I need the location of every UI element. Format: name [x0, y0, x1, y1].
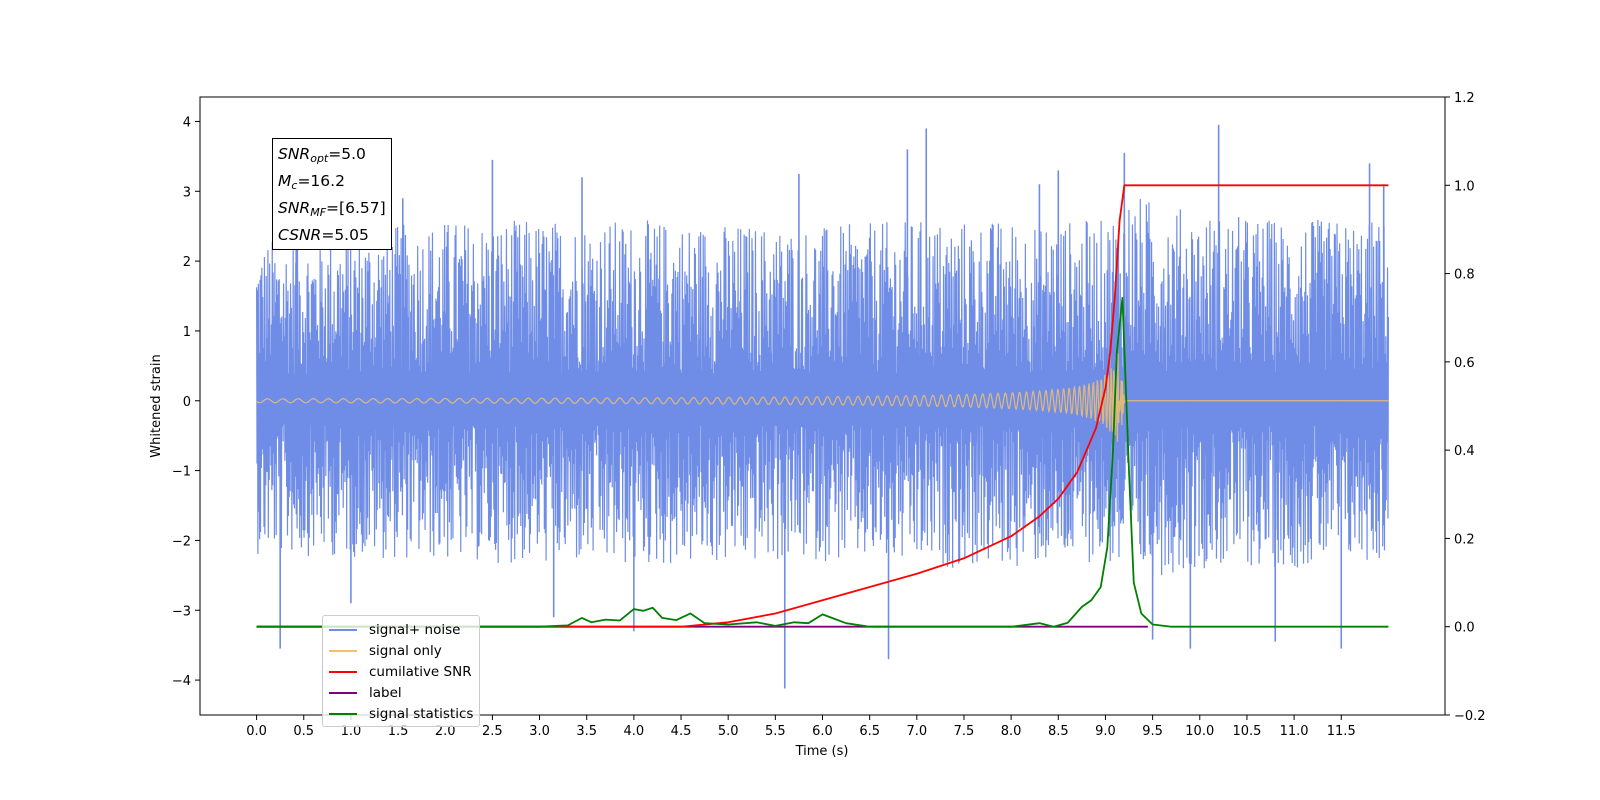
- x-tick-label: 1.5: [388, 724, 409, 739]
- legend-entry-label: label: [329, 682, 473, 703]
- annotation-chirp-mass: Mc=16.2: [278, 172, 345, 192]
- y-right-tick-label: 0.4: [1454, 444, 1475, 459]
- y-left-tick-label: −2: [172, 534, 191, 549]
- plot-area: [255, 124, 1390, 689]
- x-tick-label: 2.0: [435, 724, 456, 739]
- y-right-tick-label: 0.6: [1454, 356, 1475, 371]
- y-right-tick-label: −0.2: [1454, 709, 1486, 724]
- x-tick-label: 3.5: [576, 724, 597, 739]
- legend-entry-cumulative-snr: cumilative SNR: [329, 661, 473, 682]
- legend-label: signal statistics: [369, 705, 474, 722]
- y-right-tick-label: 1.0: [1454, 179, 1475, 194]
- x-tick-label: 6.5: [859, 724, 880, 739]
- axes: 0.0 0.5 1.0 1.5 2.0 2.5 3.0 3.5 4.0 4.5 5.0 5.5 6.0 6…: [172, 91, 1486, 739]
- legend-entry-signal-statistics: signal statistics: [329, 703, 473, 724]
- y-left-tick-label: −4: [172, 674, 191, 689]
- legend: signal+ noise signal only cumilative SNR…: [322, 615, 481, 727]
- x-tick-label: 7.5: [954, 724, 975, 739]
- y-left-tick-label: 0: [183, 395, 191, 410]
- legend-label: label: [369, 684, 402, 701]
- annotation-snr-mf: SNRMF=[6.57]: [278, 199, 386, 219]
- x-tick-label: 4.5: [671, 724, 692, 739]
- x-tick-label: 0.5: [293, 724, 314, 739]
- x-tick-label: 9.0: [1095, 724, 1116, 739]
- y-right-tick-label: 0.8: [1454, 268, 1475, 283]
- x-tick-label: 7.0: [906, 724, 927, 739]
- x-tick-label: 11.5: [1327, 724, 1356, 739]
- legend-entry-signal-only: signal only: [329, 640, 473, 661]
- x-tick-label: 0.0: [246, 724, 267, 739]
- x-tick-label: 8.5: [1048, 724, 1069, 739]
- x-tick-label: 6.0: [812, 724, 833, 739]
- series-cumulative-snr: [256, 184, 1389, 628]
- series-signal-statistics: [256, 296, 1389, 628]
- legend-swatch: [329, 691, 357, 694]
- legend-label: signal+ noise: [369, 621, 461, 638]
- y-right-tick-label: 1.2: [1454, 91, 1475, 106]
- x-tick-label: 4.0: [624, 724, 645, 739]
- legend-swatch: [329, 649, 357, 652]
- annotation-csnr: CSNR=5.05: [278, 226, 369, 244]
- series-signal-only: [256, 353, 1389, 442]
- x-tick-label: 9.5: [1142, 724, 1163, 739]
- x-tick-label: 5.5: [765, 724, 786, 739]
- annotation-snr-opt: SNRopt=5.0: [278, 145, 366, 165]
- y-left-tick-label: 3: [183, 185, 191, 200]
- x-axis-label: Time (s): [795, 744, 849, 759]
- legend-label: signal only: [369, 642, 442, 659]
- x-tick-label: 5.0: [718, 724, 739, 739]
- legend-entry-signal-noise: signal+ noise: [329, 619, 473, 640]
- annotation-box: SNRopt=5.0 Mc=16.2 SNRMF=[6.57] CSNR=5.0…: [272, 138, 392, 250]
- x-tick-label: 11.0: [1280, 724, 1309, 739]
- legend-swatch: [329, 712, 357, 715]
- y-left-tick-label: 2: [183, 255, 191, 270]
- y-left-tick-label: −1: [172, 465, 191, 480]
- legend-swatch: [329, 628, 357, 631]
- y-left-tick-label: −3: [172, 604, 191, 619]
- x-tick-label: 2.5: [482, 724, 503, 739]
- y-right-tick-label: 0.2: [1454, 532, 1475, 547]
- x-tick-label: 10.0: [1185, 724, 1214, 739]
- x-tick-label: 10.5: [1232, 724, 1261, 739]
- x-tick-label: 8.0: [1001, 724, 1022, 739]
- y-left-tick-label: 1: [183, 325, 191, 340]
- legend-swatch: [329, 670, 357, 673]
- legend-label: cumilative SNR: [369, 663, 472, 680]
- x-tick-label: 1.0: [341, 724, 362, 739]
- y-right-tick-label: 0.0: [1454, 621, 1475, 636]
- y-axis-label: Whitened strain: [149, 354, 164, 457]
- y-left-tick-label: 4: [183, 115, 191, 130]
- x-tick-label: 3.0: [529, 724, 550, 739]
